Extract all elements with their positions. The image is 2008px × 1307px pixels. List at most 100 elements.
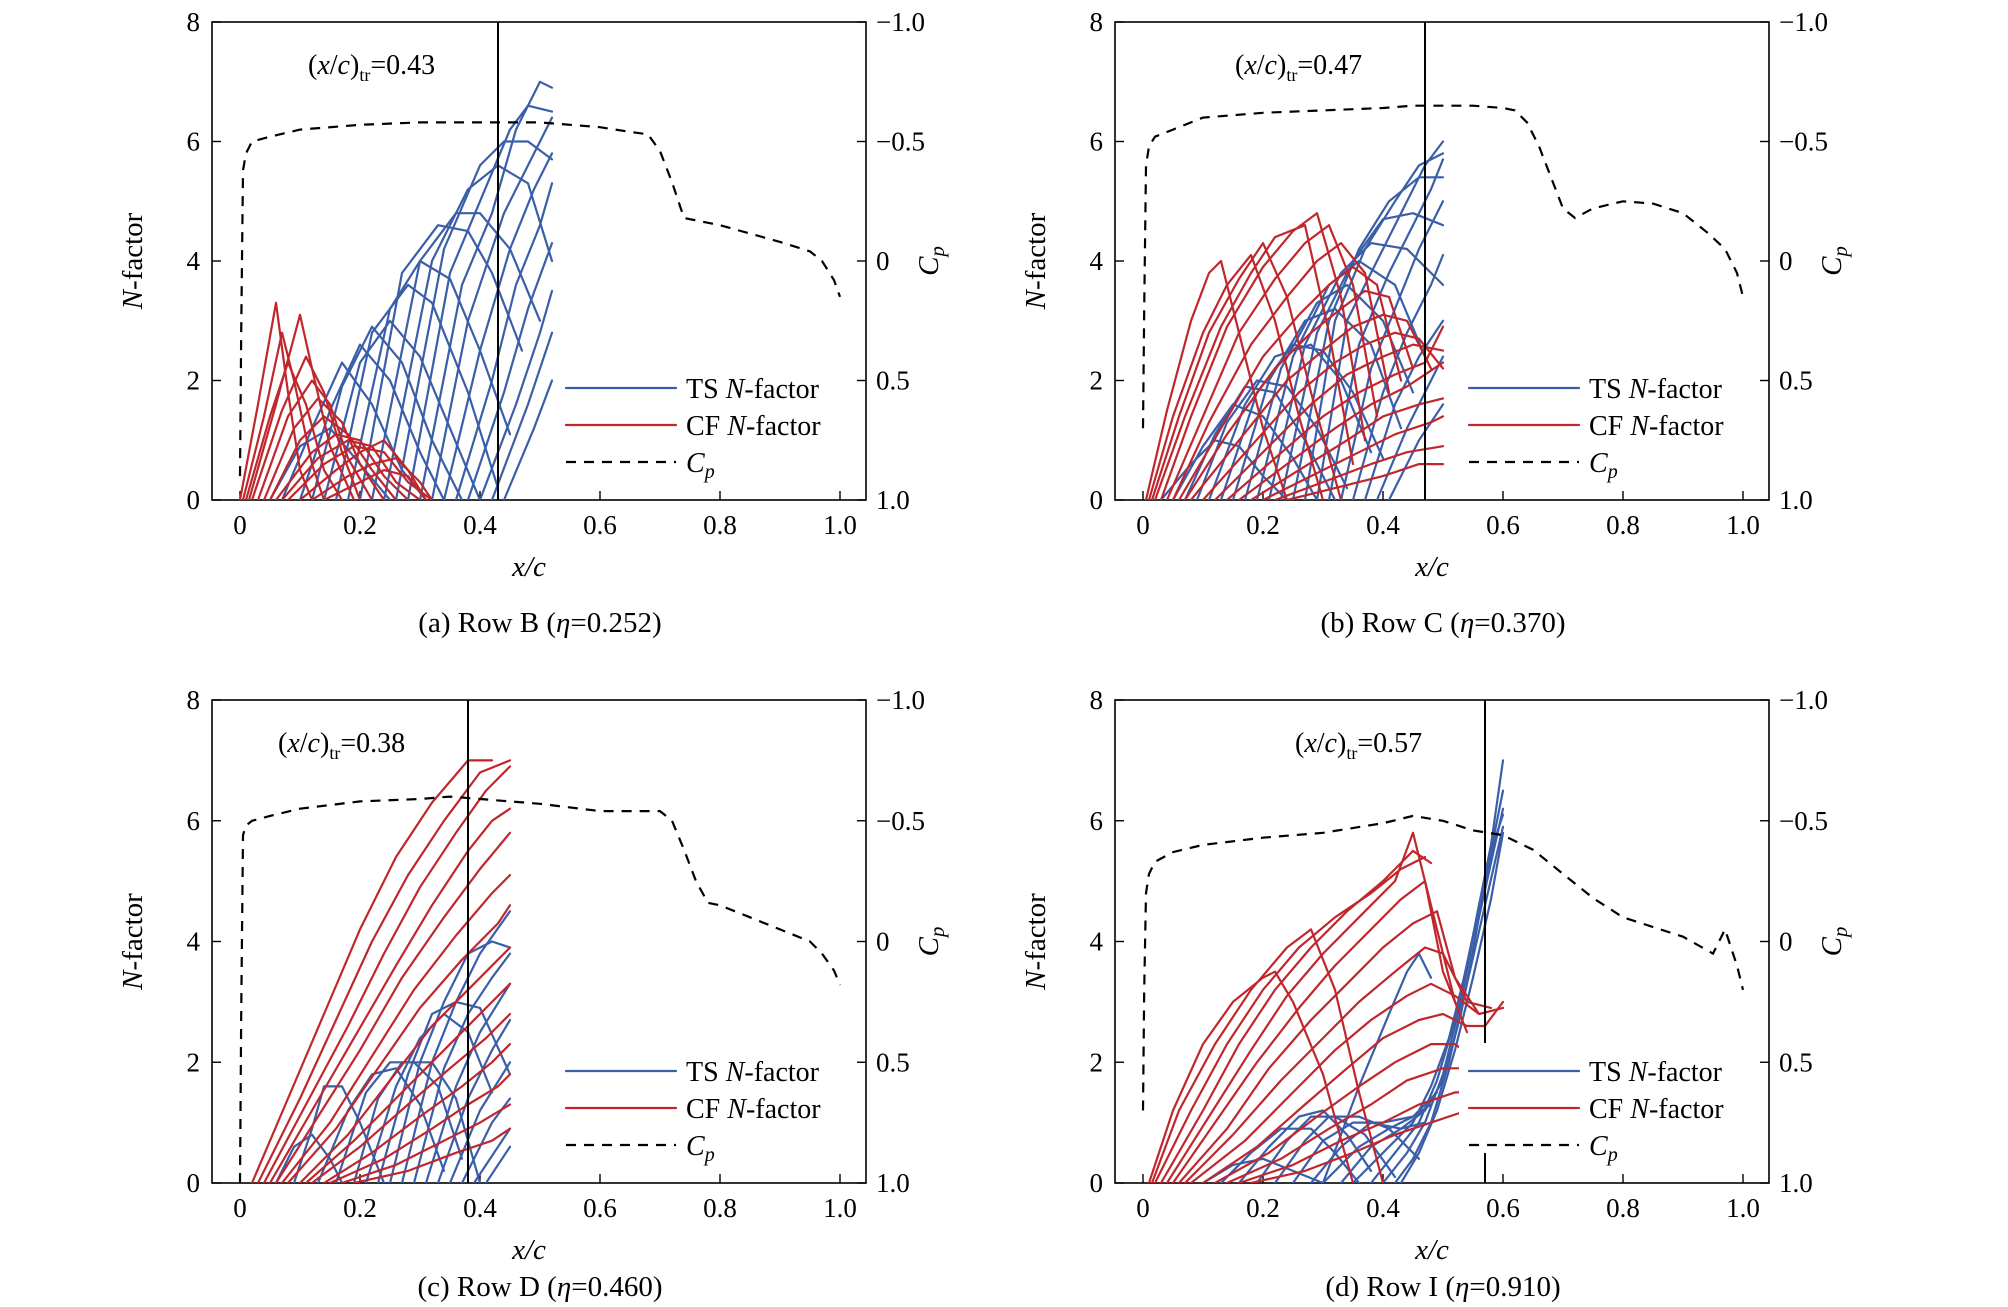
ts-series-14 (430, 116, 554, 500)
x-tick-label: 0.6 (1486, 510, 1520, 540)
y2-axis-label: Cp (913, 927, 949, 957)
legend-cp-label: Cp (686, 1131, 715, 1166)
legend-cp-label: Cp (1589, 448, 1618, 483)
cp-series (1141, 104, 1745, 429)
cf-series-11 (322, 1042, 512, 1183)
y-tick-label: 8 (1090, 7, 1104, 37)
cf-series-12 (1213, 343, 1445, 500)
cf-series-13 (310, 457, 434, 500)
cp-series (238, 121, 842, 477)
y2-tick-label: 0.5 (876, 1047, 910, 1077)
ts-series-12 (436, 1018, 512, 1183)
ts-series-2 (292, 1085, 386, 1183)
cf-series-6 (1171, 879, 1469, 1183)
panel-caption: (c) Row D (η=0.460) (418, 1271, 663, 1303)
x-tick-label: 1.0 (1726, 510, 1760, 540)
ts-series-2 (1171, 403, 1319, 500)
ts-series-15 (1321, 952, 1433, 1183)
ts-series-11 (1369, 759, 1505, 1183)
y-tick-label: 8 (1090, 685, 1104, 715)
ts-series-1 (1201, 1157, 1325, 1183)
ts-series-17 (1351, 253, 1445, 500)
y2-tick-label: −1.0 (1779, 7, 1828, 37)
ts-series-7 (346, 259, 512, 500)
ts-series-15 (442, 152, 554, 500)
y-axis-label: N-factor (117, 893, 149, 991)
y-tick-label: 0 (1090, 485, 1104, 515)
legend-background (1459, 360, 1749, 470)
ts-series-12 (406, 104, 554, 500)
y2-tick-label: −1.0 (876, 685, 925, 715)
cf-series-10 (1189, 313, 1433, 500)
y-axis-label: N-factor (117, 212, 149, 310)
legend-cp-label: Cp (686, 448, 715, 483)
y-tick-label: 6 (187, 806, 201, 836)
cf-series-9 (304, 982, 512, 1183)
cf-series-13 (340, 1103, 512, 1183)
cf-series-4 (247, 313, 356, 500)
cf-series-5 (274, 831, 512, 1183)
legend-cf-label: CF N-factor (1589, 411, 1724, 442)
x-tick-label: 0.4 (1366, 510, 1400, 540)
ts-series-14 (1399, 831, 1505, 1183)
y2-tick-label: 1.0 (876, 485, 910, 515)
cf-series-8 (298, 946, 512, 1183)
y-tick-label: 2 (187, 1047, 201, 1077)
x-tick-label: 0 (233, 510, 247, 540)
cf-series-4 (268, 807, 512, 1183)
ts-series-13 (418, 80, 554, 500)
ts-series-18 (1363, 319, 1445, 500)
x-tick-label: 0.6 (583, 1193, 617, 1223)
transition-annotation: (x/c)tr=0.38 (278, 728, 405, 763)
cf-series-1 (250, 759, 494, 1183)
cf-series-2 (1147, 253, 1325, 500)
legend-background (556, 1043, 846, 1153)
legend-cp-label: Cp (1589, 1131, 1618, 1166)
y-axis-label: N-factor (1020, 212, 1052, 310)
x-tick-label: 1.0 (823, 510, 857, 540)
cp-series (1141, 814, 1745, 1111)
cf-series-3 (1153, 855, 1427, 1183)
y2-tick-label: −1.0 (1779, 685, 1828, 715)
cf-series-5 (1165, 831, 1457, 1183)
cf-series-3 (262, 765, 512, 1183)
x-axis-label: x/c (1414, 1234, 1449, 1266)
legend: TS N-factor CF N-factor Cp (1459, 1043, 1749, 1166)
legend-cf-label: CF N-factor (1589, 1094, 1724, 1125)
transition-annotation: (x/c)tr=0.47 (1235, 50, 1362, 85)
cf-series-4 (1153, 224, 1355, 500)
y-tick-label: 0 (187, 1168, 201, 1198)
y2-tick-label: 0 (1779, 927, 1793, 957)
legend-ts-label: TS N-factor (686, 374, 820, 405)
legend: TS N-factor CF N-factor Cp (556, 360, 846, 483)
x-tick-label: 0.8 (1606, 510, 1640, 540)
y2-tick-label: 0 (876, 246, 890, 276)
panel-caption: (b) Row C (η=0.370) (1320, 607, 1565, 639)
chart-panel-4: 0 0.2 0.4 0.6 0.8 1.0 0 2 4 6 8 1.0 0.5 0 −0.5 −1.0 x/c N… (1020, 685, 1852, 1303)
cf-series-7 (286, 904, 512, 1183)
x-tick-label: 0 (1136, 1193, 1150, 1223)
y2-tick-label: 0.5 (1779, 1047, 1813, 1077)
y2-tick-label: −0.5 (1779, 806, 1828, 836)
cf-series-18 (1285, 463, 1445, 500)
ts-series-20 (1387, 403, 1445, 500)
y2-tick-label: −1.0 (876, 7, 925, 37)
ts-series-16 (484, 1145, 512, 1183)
cf-series-1 (238, 301, 314, 500)
x-tick-label: 0.4 (463, 510, 497, 540)
legend-ts-label: TS N-factor (1589, 1057, 1723, 1088)
x-tick-label: 0.4 (463, 1193, 497, 1223)
chart-panel-3: 0 0.2 0.4 0.6 0.8 1.0 0 2 4 6 8 1.0 0.5 0 −0.5 −1.0 x/c N… (117, 685, 949, 1303)
x-tick-label: 0.8 (703, 1193, 737, 1223)
ts-series-13 (1303, 152, 1445, 500)
x-axis-label: x/c (511, 1234, 546, 1266)
transition-annotation: (x/c)tr=0.43 (308, 50, 435, 85)
y2-tick-label: 0.5 (1779, 366, 1813, 396)
x-tick-label: 0.8 (703, 510, 737, 540)
cf-series-3 (244, 361, 344, 500)
cf-series-8 (1177, 265, 1403, 500)
legend-cf-label: CF N-factor (686, 1094, 821, 1125)
ts-series-6 (334, 283, 500, 500)
ts-series-14 (1315, 140, 1445, 500)
